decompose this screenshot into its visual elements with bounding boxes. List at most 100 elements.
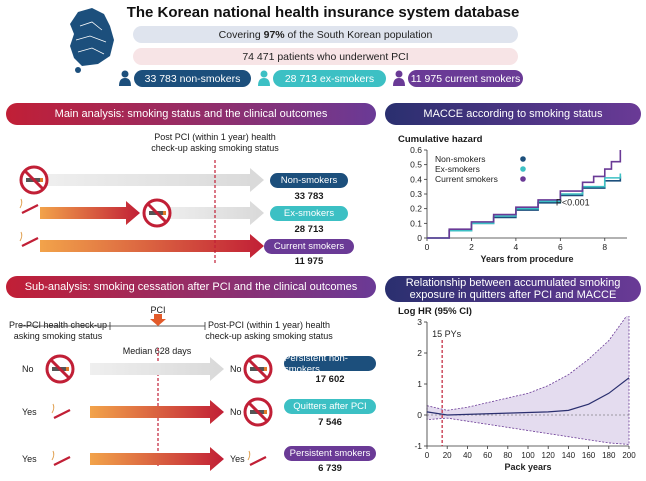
hr-estimate-line xyxy=(426,377,630,416)
row2-pre-status: Yes xyxy=(22,407,37,417)
reference-annotation: 15 PYs xyxy=(432,329,462,339)
person-icon-exsmoker xyxy=(258,70,270,86)
no-smoking-icon xyxy=(142,198,172,228)
y-tick-label: 0.6 xyxy=(410,145,422,155)
x-tick-label: 140 xyxy=(562,451,576,460)
y-tick-label: 0.1 xyxy=(410,218,422,228)
arrow-exsmokers-before xyxy=(40,201,140,225)
page-title: The Korean national health insurance sys… xyxy=(126,4,520,21)
cigarette-icon xyxy=(19,231,39,247)
x-tick-label: 80 xyxy=(503,451,512,460)
p-value-annotation: P<0.001 xyxy=(556,198,590,208)
y-tick-label: 1 xyxy=(417,379,422,389)
main-checkup-label: Post PCI (within 1 year) health check-up… xyxy=(151,132,279,153)
arrow-exsmokers-after xyxy=(158,201,264,225)
no-smoking-icon xyxy=(19,165,49,195)
pre-pci-label: Pre-PCI health check-up asking smoking s… xyxy=(8,320,108,341)
macce-chart: 0 0.1 0.2 0.3 0.4 0.5 0.6 0 2 4 6 8 Years from proce… xyxy=(410,145,627,264)
row3-pre-status: Yes xyxy=(22,454,37,464)
y-tick-label: 0 xyxy=(417,233,422,243)
row2-post-status: No xyxy=(230,407,242,417)
cigarette-icon xyxy=(247,450,267,466)
x-axis-label: Years from procedure xyxy=(480,254,573,264)
arrow-quitters xyxy=(90,400,224,424)
count-exsmokers: 28 713 xyxy=(294,224,324,235)
y-tick-label: 3 xyxy=(417,317,422,327)
tag-exsmokers: Ex-smokers xyxy=(270,206,348,221)
y-tick-label: -1 xyxy=(414,441,422,451)
count-quitters: 7 546 xyxy=(318,417,342,428)
row1-post-status: No xyxy=(230,364,242,374)
x-tick-label: 8 xyxy=(602,242,607,252)
row3-post-status: Yes xyxy=(230,454,245,464)
legend-marker xyxy=(520,166,526,172)
x-tick-label: 0 xyxy=(425,242,430,252)
y-tick-label: 0.5 xyxy=(410,160,422,170)
group-pill-nonsmokers: 33 783 non-smokers xyxy=(134,70,251,87)
x-tick-label: 6 xyxy=(558,242,563,252)
arrow-nonsmokers xyxy=(40,168,264,192)
relationship-header: Relationship between accumulated smoking… xyxy=(385,276,641,302)
x-tick-label: 100 xyxy=(521,451,535,460)
x-tick-label: 120 xyxy=(542,451,556,460)
arrow-persistent-smokers xyxy=(90,447,224,471)
post-pci-label: Post-PCI (within 1 year) health check-up… xyxy=(205,320,333,341)
count-nonsmokers: 33 783 xyxy=(294,191,324,202)
sub-analysis-header: Sub-analysis: smoking cessation after PC… xyxy=(6,276,376,298)
legend-label: Non-smokers xyxy=(435,154,486,164)
coverage-pre: Covering xyxy=(218,28,264,41)
person-icon-current-smoker xyxy=(393,70,405,86)
y-tick-label: 2 xyxy=(417,348,422,358)
cigarette-icon xyxy=(51,450,71,466)
rel-ylabel: Log HR (95% CI) xyxy=(398,306,472,317)
no-smoking-icon xyxy=(45,354,75,384)
group-pill-exsmokers: 28 713 ex-smokers xyxy=(273,70,386,87)
x-tick-label: 60 xyxy=(483,451,492,460)
tag-quitters: Quitters after PCI xyxy=(284,399,376,414)
row1-pre-status: No xyxy=(22,364,34,374)
pci-arrow-icon xyxy=(150,314,166,326)
macce-header: MACCE according to smoking status xyxy=(385,103,641,125)
count-persistent-nonsmokers: 17 602 xyxy=(315,374,345,385)
korea-map-icon xyxy=(70,8,114,73)
group-pill-current-smokers: 11 975 current smokers xyxy=(408,70,523,87)
x-tick-label: 4 xyxy=(514,242,519,252)
series-line-ex-smokers xyxy=(427,173,622,239)
y-tick-label: 0 xyxy=(417,410,422,420)
macce-ylabel: Cumulative hazard xyxy=(398,134,483,145)
coverage-percent: 97% xyxy=(263,28,285,41)
y-tick-label: 0.2 xyxy=(410,204,422,214)
count-current-smokers: 11 975 xyxy=(294,256,324,267)
series-line-current-smokers xyxy=(427,150,622,239)
confidence-band xyxy=(426,316,630,445)
legend-marker xyxy=(520,156,526,162)
count-persistent-smokers: 6 739 xyxy=(318,463,342,474)
patients-bar: 74 471 patients who underwent PCI xyxy=(133,48,518,65)
x-axis-label: Pack years xyxy=(504,462,551,472)
legend-label: Ex-smokers xyxy=(435,164,480,174)
tag-nonsmokers: Non-smokers xyxy=(270,173,348,188)
x-tick-label: 200 xyxy=(622,451,636,460)
x-tick-label: 180 xyxy=(602,451,616,460)
x-tick-label: 160 xyxy=(582,451,596,460)
no-smoking-icon xyxy=(243,397,273,427)
y-tick-label: 0.4 xyxy=(410,174,422,184)
no-smoking-icon xyxy=(243,354,273,384)
x-tick-label: 2 xyxy=(469,242,474,252)
y-tick-label: 0.3 xyxy=(410,189,422,199)
arrow-current-smokers xyxy=(40,234,264,258)
legend-label: Current smokers xyxy=(435,174,498,184)
legend-marker xyxy=(520,176,526,182)
coverage-bar: Covering 97% of the South Korean populat… xyxy=(133,26,518,43)
cigarette-icon xyxy=(19,198,39,214)
person-icon-nonsmoker xyxy=(119,70,131,86)
sub-analysis-diagram xyxy=(20,314,273,471)
pci-label: PCI xyxy=(150,305,166,315)
x-tick-label: 0 xyxy=(425,451,430,460)
coverage-post: of the South Korean population xyxy=(284,28,433,41)
main-analysis-header: Main analysis: smoking status and the cl… xyxy=(6,103,376,125)
arrow-persistent-nonsmokers xyxy=(90,357,224,381)
x-tick-label: 40 xyxy=(463,451,472,460)
tag-persistent-smokers: Persistent smokers xyxy=(284,446,376,461)
